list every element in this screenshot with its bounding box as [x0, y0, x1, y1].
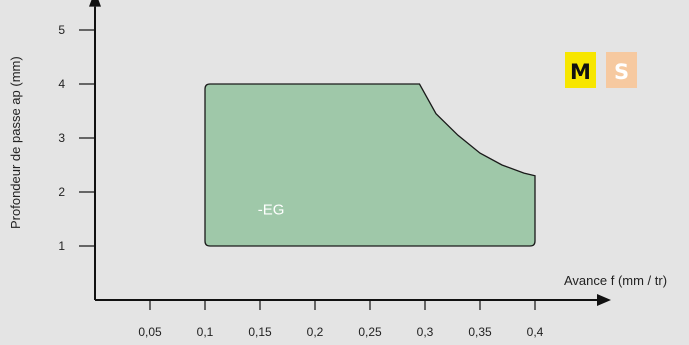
x-tick-label: 0,15 — [248, 325, 272, 339]
x-tick-label: 0,3 — [417, 325, 434, 339]
y-tick-label: 4 — [58, 77, 65, 91]
y-axis-arrow — [89, 0, 101, 7]
axes-layer: Avance f (mm / tr) Profondeur de passe ap… — [8, 0, 667, 306]
x-tick-label: 0,2 — [307, 325, 324, 339]
region-label: -EG — [258, 202, 285, 219]
material-badge-letter: S — [614, 60, 629, 84]
y-tick-label: 2 — [58, 185, 65, 199]
ticks-layer: 0,05 0,1 0,15 0,2 0,25 0,3 0,35 0,4 1 2 3 4 5 — [58, 23, 543, 339]
y-tick-label: 1 — [58, 239, 65, 253]
material-badge-s — [606, 52, 637, 88]
material-badge-m — [565, 52, 596, 88]
x-axis-title: Avance f (mm / tr) — [564, 273, 667, 288]
x-tick-label: 0,05 — [138, 325, 162, 339]
x-tick-label: 0,1 — [197, 325, 214, 339]
region-layer: -EG — [204, 83, 536, 247]
y-axis-title: Profondeur de passe ap (mm) — [8, 56, 23, 229]
operating-region — [204, 83, 536, 247]
x-tick-label: 0,35 — [468, 325, 492, 339]
y-tick-label: 3 — [58, 131, 65, 145]
x-tick-label: 0,25 — [358, 325, 382, 339]
x-tick-label: 0,4 — [527, 325, 544, 339]
y-tick-label: 5 — [58, 23, 65, 37]
material-badge-letter: M — [570, 60, 591, 84]
x-axis-arrow — [597, 294, 611, 306]
